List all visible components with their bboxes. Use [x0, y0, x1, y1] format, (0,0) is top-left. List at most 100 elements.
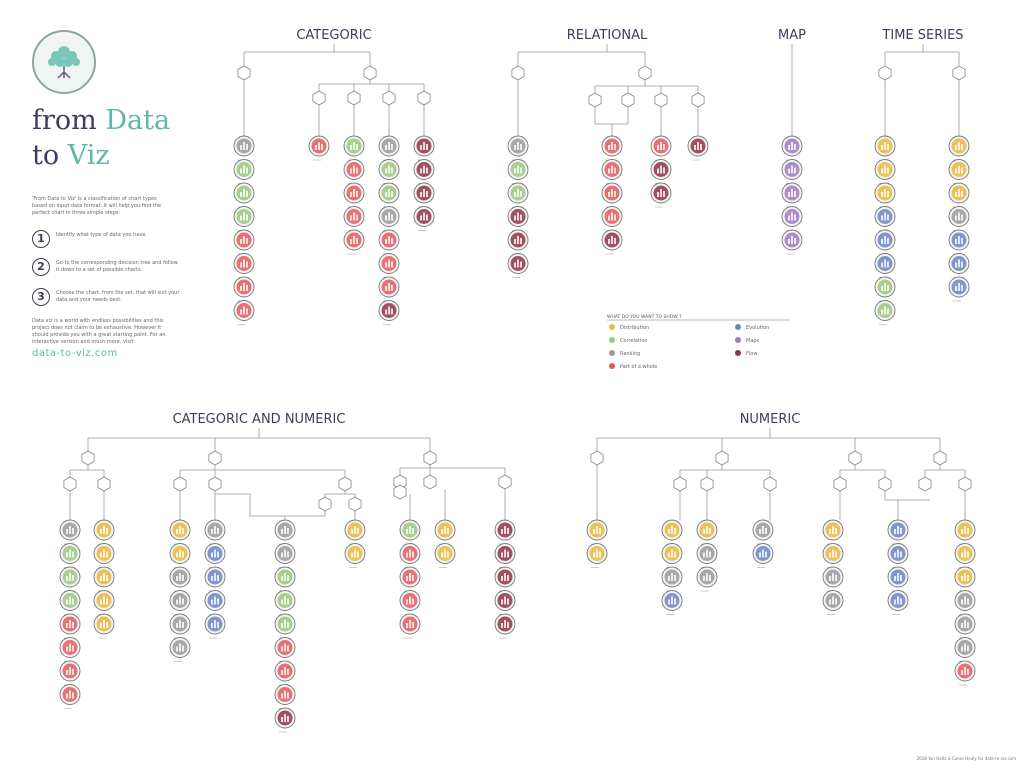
chart-icon-distribution[interactable]	[954, 519, 976, 545]
chart-icon-ranking[interactable]	[378, 135, 400, 161]
chart-icon-part[interactable]	[274, 684, 296, 709]
chart-icon-map[interactable]	[781, 206, 803, 231]
chart-icon-part[interactable]	[59, 684, 81, 709]
chart-icon-distribution[interactable]	[344, 519, 366, 545]
chart-icon-part[interactable]	[343, 159, 365, 184]
chart-icon-distribution[interactable]	[93, 590, 115, 615]
chart-icon-flow[interactable]	[650, 182, 672, 208]
chart-icon-ranking[interactable]	[507, 135, 529, 161]
chart-icon-distribution[interactable]	[93, 519, 115, 545]
chart-icon-part[interactable]	[343, 206, 365, 231]
chart-icon-ranking[interactable]	[696, 543, 718, 568]
chart-icon-evolution[interactable]	[887, 543, 909, 568]
chart-icon-evolution[interactable]	[661, 590, 683, 615]
chart-icon-part[interactable]	[233, 276, 255, 302]
chart-icon-correlation[interactable]	[274, 566, 296, 592]
chart-icon-distribution[interactable]	[661, 519, 683, 545]
chart-icon-map[interactable]	[781, 159, 803, 184]
chart-icon-evolution[interactable]	[948, 229, 970, 255]
chart-icon-evolution[interactable]	[887, 566, 909, 592]
chart-icon-correlation[interactable]	[874, 300, 896, 325]
chart-icon-ranking[interactable]	[233, 135, 255, 161]
chart-icon-part[interactable]	[59, 660, 81, 686]
chart-icon-ranking[interactable]	[954, 590, 976, 615]
chart-icon-flow[interactable]	[601, 229, 623, 255]
chart-icon-correlation[interactable]	[59, 566, 81, 592]
chart-icon-correlation[interactable]	[274, 613, 296, 639]
chart-icon-part[interactable]	[601, 182, 623, 208]
chart-icon-part[interactable]	[308, 135, 330, 161]
chart-icon-correlation[interactable]	[378, 182, 400, 208]
chart-icon-ranking[interactable]	[59, 519, 81, 545]
chart-icon-flow[interactable]	[413, 206, 435, 231]
chart-icon-ranking[interactable]	[822, 566, 844, 592]
chart-icon-part[interactable]	[59, 613, 81, 639]
chart-icon-part[interactable]	[274, 660, 296, 686]
chart-icon-distribution[interactable]	[874, 182, 896, 208]
chart-icon-distribution[interactable]	[954, 566, 976, 592]
chart-icon-part[interactable]	[399, 566, 421, 592]
chart-icon-distribution[interactable]	[434, 543, 456, 568]
chart-icon-part[interactable]	[601, 135, 623, 161]
chart-icon-flow[interactable]	[413, 135, 435, 161]
chart-icon-distribution[interactable]	[93, 613, 115, 639]
chart-icon-correlation[interactable]	[399, 519, 421, 545]
chart-icon-ranking[interactable]	[661, 566, 683, 592]
chart-icon-distribution[interactable]	[948, 182, 970, 208]
chart-icon-flow[interactable]	[413, 182, 435, 208]
chart-icon-part[interactable]	[601, 159, 623, 184]
chart-icon-evolution[interactable]	[204, 543, 226, 568]
chart-icon-evolution[interactable]	[874, 206, 896, 231]
chart-icon-distribution[interactable]	[344, 543, 366, 568]
chart-icon-part[interactable]	[233, 300, 255, 325]
chart-icon-evolution[interactable]	[948, 276, 970, 302]
chart-icon-ranking[interactable]	[696, 566, 718, 592]
chart-icon-flow[interactable]	[413, 159, 435, 184]
chart-icon-ranking[interactable]	[378, 206, 400, 231]
chart-icon-evolution[interactable]	[887, 590, 909, 615]
chart-icon-distribution[interactable]	[696, 519, 718, 545]
chart-icon-map[interactable]	[781, 182, 803, 208]
chart-icon-part[interactable]	[233, 253, 255, 278]
chart-icon-correlation[interactable]	[874, 276, 896, 302]
chart-icon-ranking[interactable]	[752, 519, 774, 545]
chart-icon-correlation[interactable]	[378, 159, 400, 184]
chart-icon-ranking[interactable]	[274, 519, 296, 545]
chart-icon-flow[interactable]	[494, 566, 516, 592]
chart-icon-flow[interactable]	[507, 229, 529, 255]
chart-icon-part[interactable]	[343, 182, 365, 208]
chart-icon-ranking[interactable]	[169, 613, 191, 639]
chart-icon-part[interactable]	[650, 135, 672, 161]
chart-icon-ranking[interactable]	[169, 637, 191, 662]
chart-icon-ranking[interactable]	[948, 206, 970, 231]
chart-icon-distribution[interactable]	[822, 519, 844, 545]
chart-icon-flow[interactable]	[274, 707, 296, 733]
chart-icon-correlation[interactable]	[233, 159, 255, 184]
chart-icon-ranking[interactable]	[169, 566, 191, 592]
chart-icon-flow[interactable]	[378, 300, 400, 325]
chart-icon-distribution[interactable]	[954, 543, 976, 568]
chart-icon-part[interactable]	[601, 206, 623, 231]
chart-icon-distribution[interactable]	[93, 543, 115, 568]
chart-icon-part[interactable]	[378, 229, 400, 255]
chart-icon-part[interactable]	[274, 637, 296, 662]
chart-icon-correlation[interactable]	[274, 590, 296, 615]
chart-icon-ranking[interactable]	[169, 590, 191, 615]
chart-icon-distribution[interactable]	[661, 543, 683, 568]
chart-icon-flow[interactable]	[507, 253, 529, 278]
chart-icon-part[interactable]	[954, 660, 976, 686]
chart-icon-evolution[interactable]	[874, 253, 896, 278]
chart-icon-correlation[interactable]	[59, 543, 81, 568]
chart-icon-evolution[interactable]	[874, 229, 896, 255]
chart-icon-flow[interactable]	[507, 206, 529, 231]
chart-icon-part[interactable]	[59, 637, 81, 662]
chart-icon-ranking[interactable]	[822, 590, 844, 615]
chart-icon-part[interactable]	[399, 590, 421, 615]
chart-icon-distribution[interactable]	[169, 519, 191, 545]
chart-icon-part[interactable]	[343, 229, 365, 255]
chart-icon-part[interactable]	[399, 543, 421, 568]
chart-icon-flow[interactable]	[494, 590, 516, 615]
chart-icon-ranking[interactable]	[204, 519, 226, 545]
chart-icon-correlation[interactable]	[507, 182, 529, 208]
chart-icon-evolution[interactable]	[204, 590, 226, 615]
